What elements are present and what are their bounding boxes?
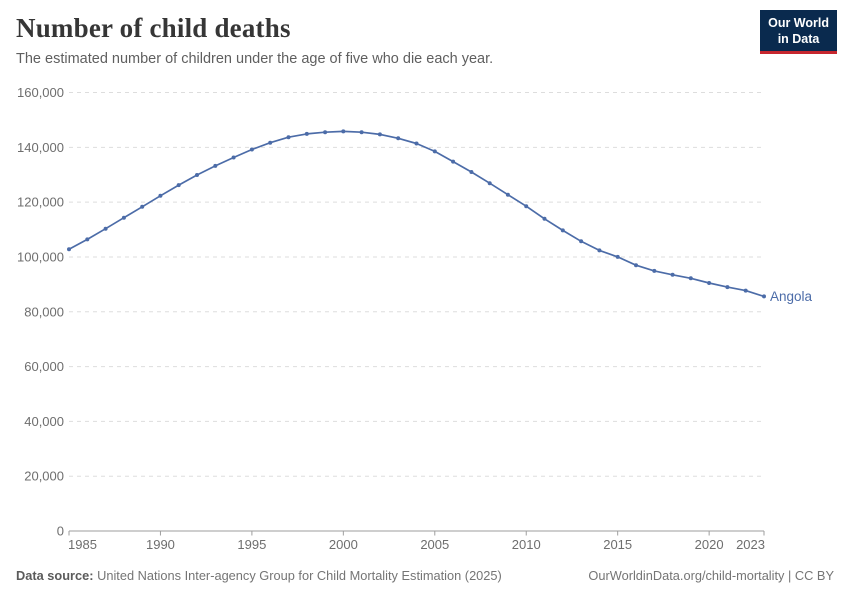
data-point[interactable] <box>707 281 712 285</box>
y-tick-label: 100,000 <box>17 249 64 264</box>
page-title: Number of child deaths <box>16 13 291 43</box>
data-point[interactable] <box>213 163 218 168</box>
data-point[interactable] <box>762 294 766 299</box>
data-point[interactable] <box>560 228 565 233</box>
chart-subtitle: The estimated number of children under t… <box>16 51 494 68</box>
x-tick-label: 1990 <box>146 537 175 552</box>
chart-header: Number of child deaths The estimated num… <box>16 13 493 68</box>
series-label-angola[interactable]: Angola <box>770 289 813 304</box>
y-tick-label: 60,000 <box>24 359 64 374</box>
owid-url-license-link[interactable]: OurWorldinData.org/child-mortality | CC … <box>588 568 834 583</box>
data-point[interactable] <box>359 130 364 135</box>
x-tick-label: 1995 <box>237 537 266 552</box>
data-point[interactable] <box>304 131 309 136</box>
data-point[interactable] <box>743 288 748 293</box>
data-point[interactable] <box>451 159 456 164</box>
y-tick-label: 80,000 <box>24 304 64 319</box>
data-point[interactable] <box>505 192 510 197</box>
data-point[interactable] <box>725 285 730 290</box>
data-point[interactable] <box>341 129 346 134</box>
data-point[interactable] <box>377 132 382 137</box>
x-tick-label: 2015 <box>603 537 632 552</box>
data-point[interactable] <box>487 181 492 186</box>
y-tick-label: 40,000 <box>24 414 64 429</box>
x-tick-label: 2005 <box>420 537 449 552</box>
data-point[interactable] <box>579 239 584 244</box>
y-tick-label: 0 <box>57 524 64 539</box>
owid-logo-line1: Our World <box>768 16 829 30</box>
owid-logo-line2: in Data <box>777 32 820 46</box>
y-tick-label: 120,000 <box>17 195 64 210</box>
y-tick-label: 140,000 <box>17 140 64 155</box>
x-tick-label: 2023 <box>736 537 765 552</box>
x-tick-label: 2020 <box>695 537 724 552</box>
data-point[interactable] <box>414 141 419 146</box>
chart-footer: Data source: United Nations Inter-agency… <box>16 568 834 586</box>
data-point[interactable] <box>688 276 693 281</box>
data-point[interactable] <box>634 263 638 268</box>
data-point[interactable] <box>469 170 474 174</box>
data-point[interactable] <box>286 135 291 140</box>
data-point[interactable] <box>85 237 90 242</box>
data-point[interactable] <box>268 140 273 145</box>
data-point[interactable] <box>176 183 181 188</box>
data-point[interactable] <box>249 147 254 152</box>
data-point[interactable] <box>231 155 236 160</box>
data-source-note: Data source: United Nations Inter-agency… <box>16 568 502 583</box>
data-point[interactable] <box>652 268 657 273</box>
data-point[interactable] <box>396 136 401 141</box>
data-point[interactable] <box>195 173 199 177</box>
data-point[interactable] <box>121 215 126 220</box>
data-point[interactable] <box>103 226 108 231</box>
data-point[interactable] <box>542 216 547 221</box>
y-tick-label: 160,000 <box>17 85 64 100</box>
data-source-value: United Nations Inter-agency Group for Ch… <box>97 568 502 583</box>
data-point[interactable] <box>615 254 620 259</box>
x-tick-label: 1985 <box>68 537 97 552</box>
data-point[interactable] <box>158 193 163 198</box>
data-point[interactable] <box>670 272 675 277</box>
data-point[interactable] <box>323 130 328 135</box>
y-tick-label: 20,000 <box>24 469 64 484</box>
x-tick-label: 2010 <box>512 537 541 552</box>
data-source-label: Data source: <box>16 568 94 583</box>
data-point[interactable] <box>432 149 437 154</box>
series-line[interactable] <box>68 130 765 298</box>
x-tick-label: 2000 <box>329 537 358 552</box>
data-point[interactable] <box>140 204 145 209</box>
data-point[interactable] <box>524 204 529 209</box>
owid-logo[interactable]: Our World in Data <box>760 10 837 54</box>
data-point[interactable] <box>597 248 602 253</box>
data-point[interactable] <box>67 247 71 252</box>
